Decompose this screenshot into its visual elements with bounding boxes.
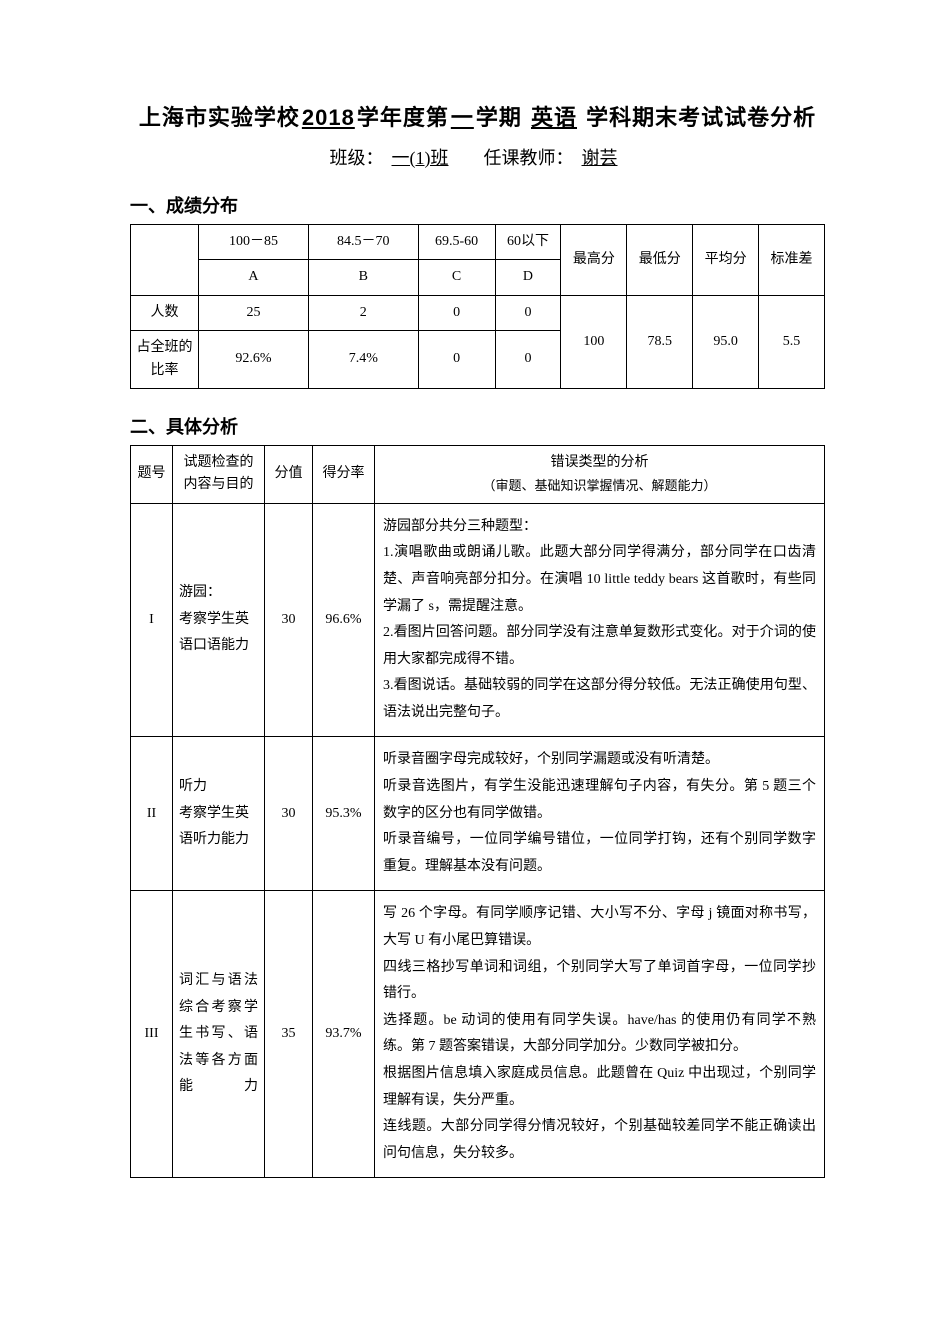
grade-c: C	[418, 260, 495, 295]
ratio-a: 92.6%	[199, 331, 309, 389]
document-title: 上海市实验学校2018学年度第一学期 英语 学科期末考试试卷分析	[130, 100, 825, 132]
table-row: 人数 25 2 0 0 100 78.5 95.0 5.5	[131, 295, 825, 330]
detailed-analysis-table: 题号 试题检查的内容与目的 分值 得分率 错误类型的分析 （审题、基础知识掌握情…	[130, 445, 825, 1178]
head-err-title: 错误类型的分析	[375, 445, 825, 475]
teacher-label: 任课教师：	[484, 148, 574, 168]
question-purpose: 词汇与语法 综合考察学生书写、语法等各方面能力	[173, 891, 265, 1178]
count-a: 25	[199, 295, 309, 330]
section1-heading: 一、成绩分布	[130, 192, 825, 218]
class-value: 一(1)班	[384, 148, 457, 168]
section2-heading: 二、具体分析	[130, 413, 825, 439]
question-number: II	[131, 737, 173, 891]
count-d: 0	[495, 295, 561, 330]
question-analysis: 游园部分共分三种题型： 1.演唱歌曲或朗诵儿歌。此题大部分同学得满分，部分同学在…	[375, 503, 825, 737]
table-row: 100－85 84.5－70 69.5-60 60以下 最高分 最低分 平均分 …	[131, 225, 825, 260]
grade-b: B	[308, 260, 418, 295]
document-subtitle: 班级：一(1)班 任课教师：谢芸	[130, 144, 825, 170]
title-mid2: 学期	[476, 105, 522, 130]
question-score: 35	[265, 891, 313, 1178]
question-score: 30	[265, 737, 313, 891]
question-analysis: 写 26 个字母。有同学顺序记错、大小写不分、字母 j 镜面对称书写，大写 U …	[375, 891, 825, 1178]
question-purpose: 听力 考察学生英语听力能力	[173, 737, 265, 891]
col-max: 最高分	[561, 225, 627, 296]
ratio-c: 0	[418, 331, 495, 389]
row-count-label: 人数	[131, 295, 199, 330]
col-avg: 平均分	[693, 225, 759, 296]
blank-cell	[131, 225, 199, 296]
stat-max: 100	[561, 295, 627, 388]
exam-analysis-page: 上海市实验学校2018学年度第一学期 英语 学科期末考试试卷分析 班级：一(1)…	[0, 0, 945, 1238]
grade-d: D	[495, 260, 561, 295]
teacher-value: 谢芸	[574, 148, 626, 168]
ratio-b: 7.4%	[308, 331, 418, 389]
class-label: 班级：	[330, 148, 384, 168]
grade-a: A	[199, 260, 309, 295]
head-num: 题号	[131, 445, 173, 503]
col-min: 最低分	[627, 225, 693, 296]
head-score: 分值	[265, 445, 313, 503]
head-purpose: 试题检查的内容与目的	[173, 445, 265, 503]
title-suffix: 学科期末考试试卷分析	[586, 105, 816, 130]
question-analysis: 听录音圈字母完成较好，个别同学漏题或没有听清楚。 听录音选图片，有学生没能迅速理…	[375, 737, 825, 891]
question-purpose: 游园： 考察学生英语口语能力	[173, 503, 265, 737]
ratio-d: 0	[495, 331, 561, 389]
row-ratio-label: 占全班的比率	[131, 331, 199, 389]
question-rate: 96.6%	[313, 503, 375, 737]
title-semester: 一	[449, 105, 476, 130]
table-row: III词汇与语法 综合考察学生书写、语法等各方面能力3593.7%写 26 个字…	[131, 891, 825, 1178]
question-score: 30	[265, 503, 313, 737]
title-year: 2018	[300, 105, 357, 130]
stat-std: 5.5	[759, 295, 825, 388]
range-c: 69.5-60	[418, 225, 495, 260]
question-number: III	[131, 891, 173, 1178]
question-rate: 95.3%	[313, 737, 375, 891]
stat-min: 78.5	[627, 295, 693, 388]
score-distribution-table: 100－85 84.5－70 69.5-60 60以下 最高分 最低分 平均分 …	[130, 224, 825, 389]
head-err-sub: （审题、基础知识掌握情况、解题能力）	[375, 475, 825, 503]
question-number: I	[131, 503, 173, 737]
count-b: 2	[308, 295, 418, 330]
title-subject: 英语	[529, 105, 579, 130]
stat-avg: 95.0	[693, 295, 759, 388]
table-row: II听力 考察学生英语听力能力3095.3%听录音圈字母完成较好，个别同学漏题或…	[131, 737, 825, 891]
table-row: I游园： 考察学生英语口语能力3096.6%游园部分共分三种题型： 1.演唱歌曲…	[131, 503, 825, 737]
table-row: 题号 试题检查的内容与目的 分值 得分率 错误类型的分析	[131, 445, 825, 475]
title-mid1: 学年度第	[357, 105, 449, 130]
col-std: 标准差	[759, 225, 825, 296]
title-prefix: 上海市实验学校	[139, 105, 300, 130]
range-d: 60以下	[495, 225, 561, 260]
head-rate: 得分率	[313, 445, 375, 503]
range-a: 100－85	[199, 225, 309, 260]
range-b: 84.5－70	[308, 225, 418, 260]
question-rate: 93.7%	[313, 891, 375, 1178]
count-c: 0	[418, 295, 495, 330]
